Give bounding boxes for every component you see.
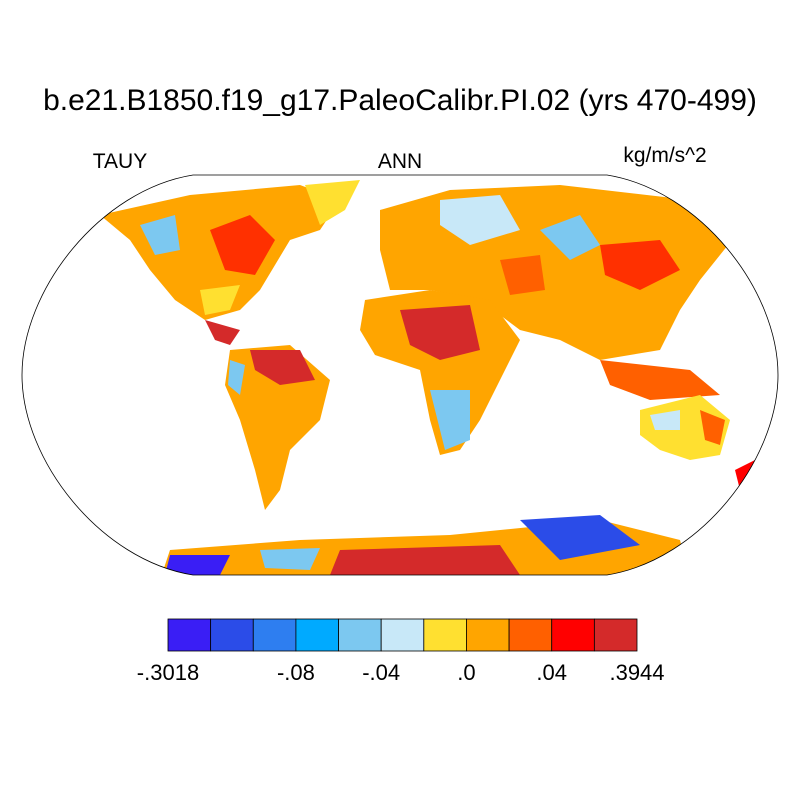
colorbar-box — [593, 618, 638, 652]
colorbar-box — [167, 618, 212, 652]
units-label: kg/m/s^2 — [623, 144, 706, 167]
variable-label: TAUY — [93, 150, 147, 173]
colorbar-box — [338, 618, 382, 652]
map — [21, 174, 779, 576]
colorbar-box — [380, 618, 425, 652]
colorbar-label: .3944 — [609, 660, 664, 685]
colorbar-box — [252, 618, 297, 652]
colorbar: -.3018 -.08 -.04 .0 .04 .3944 — [137, 618, 665, 685]
colorbar-box — [295, 618, 339, 652]
title: b.e21.B1850.f19_g17.PaleoCalibr.PI.02 (y… — [43, 84, 757, 117]
land-field — [100, 180, 765, 575]
colorbar-box — [210, 618, 254, 652]
colorbar-box — [551, 618, 595, 652]
colorbar-box — [508, 618, 553, 652]
colorbar-label: -.3018 — [137, 660, 199, 685]
colorbar-box — [423, 618, 467, 652]
colorbar-label: -.08 — [277, 660, 315, 685]
colorbar-label: .0 — [457, 660, 475, 685]
season-label: ANN — [378, 150, 422, 173]
colorbar-box — [466, 618, 510, 652]
map-outline — [21, 174, 779, 576]
colorbar-label: .04 — [536, 660, 567, 685]
colorbar-label: -.04 — [362, 660, 400, 685]
